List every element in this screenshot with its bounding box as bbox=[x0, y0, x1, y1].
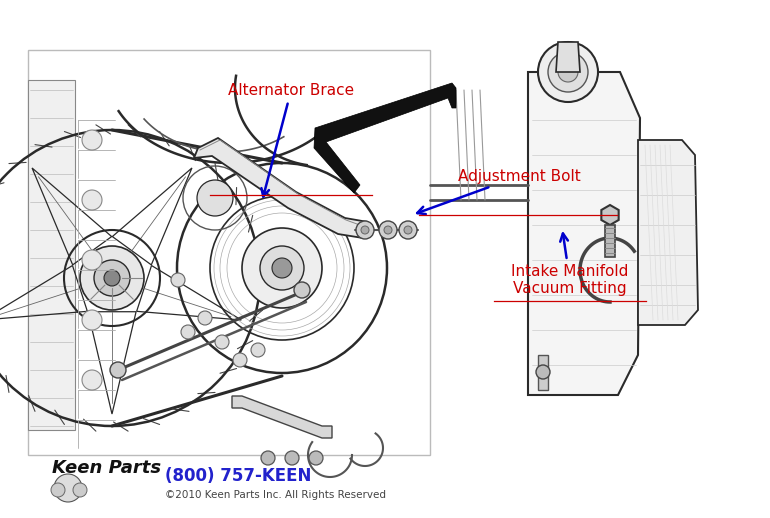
Circle shape bbox=[536, 365, 550, 379]
Circle shape bbox=[82, 310, 102, 330]
Polygon shape bbox=[232, 396, 332, 438]
Circle shape bbox=[285, 451, 299, 465]
Text: Alternator Brace: Alternator Brace bbox=[228, 83, 354, 197]
Circle shape bbox=[51, 483, 65, 497]
Circle shape bbox=[82, 250, 102, 270]
Circle shape bbox=[361, 226, 369, 234]
Polygon shape bbox=[556, 42, 580, 72]
Circle shape bbox=[80, 246, 144, 310]
Circle shape bbox=[197, 180, 233, 216]
Circle shape bbox=[82, 130, 102, 150]
Text: (800) 757-KEEN: (800) 757-KEEN bbox=[165, 467, 311, 485]
Circle shape bbox=[548, 52, 588, 92]
Polygon shape bbox=[638, 140, 698, 325]
Polygon shape bbox=[28, 80, 75, 430]
Circle shape bbox=[309, 451, 323, 465]
Text: Adjustment Bolt: Adjustment Bolt bbox=[417, 169, 581, 214]
Circle shape bbox=[110, 362, 126, 378]
Polygon shape bbox=[194, 138, 372, 238]
Circle shape bbox=[272, 258, 292, 278]
Circle shape bbox=[404, 226, 412, 234]
Polygon shape bbox=[605, 225, 615, 257]
Circle shape bbox=[94, 260, 130, 296]
Circle shape bbox=[198, 311, 212, 325]
Text: Intake Manifold
Vacuum Fitting: Intake Manifold Vacuum Fitting bbox=[511, 234, 628, 296]
Circle shape bbox=[261, 451, 275, 465]
Polygon shape bbox=[528, 72, 640, 395]
Circle shape bbox=[384, 226, 392, 234]
Circle shape bbox=[181, 325, 195, 339]
Circle shape bbox=[379, 221, 397, 239]
Circle shape bbox=[82, 370, 102, 390]
Polygon shape bbox=[538, 355, 548, 390]
Circle shape bbox=[82, 190, 102, 210]
Circle shape bbox=[242, 228, 322, 308]
Circle shape bbox=[251, 343, 265, 357]
Circle shape bbox=[260, 246, 304, 290]
Circle shape bbox=[294, 282, 310, 298]
Circle shape bbox=[215, 335, 229, 349]
Circle shape bbox=[558, 62, 578, 82]
Circle shape bbox=[171, 273, 185, 287]
Circle shape bbox=[104, 270, 120, 286]
Circle shape bbox=[356, 221, 374, 239]
Text: ©2010 Keen Parts Inc. All Rights Reserved: ©2010 Keen Parts Inc. All Rights Reserve… bbox=[165, 490, 386, 500]
Circle shape bbox=[73, 483, 87, 497]
Circle shape bbox=[233, 353, 247, 367]
Polygon shape bbox=[601, 205, 618, 225]
Text: Keen Parts: Keen Parts bbox=[52, 459, 161, 477]
Circle shape bbox=[54, 474, 82, 502]
Circle shape bbox=[538, 42, 598, 102]
Circle shape bbox=[399, 221, 417, 239]
Polygon shape bbox=[314, 83, 456, 193]
